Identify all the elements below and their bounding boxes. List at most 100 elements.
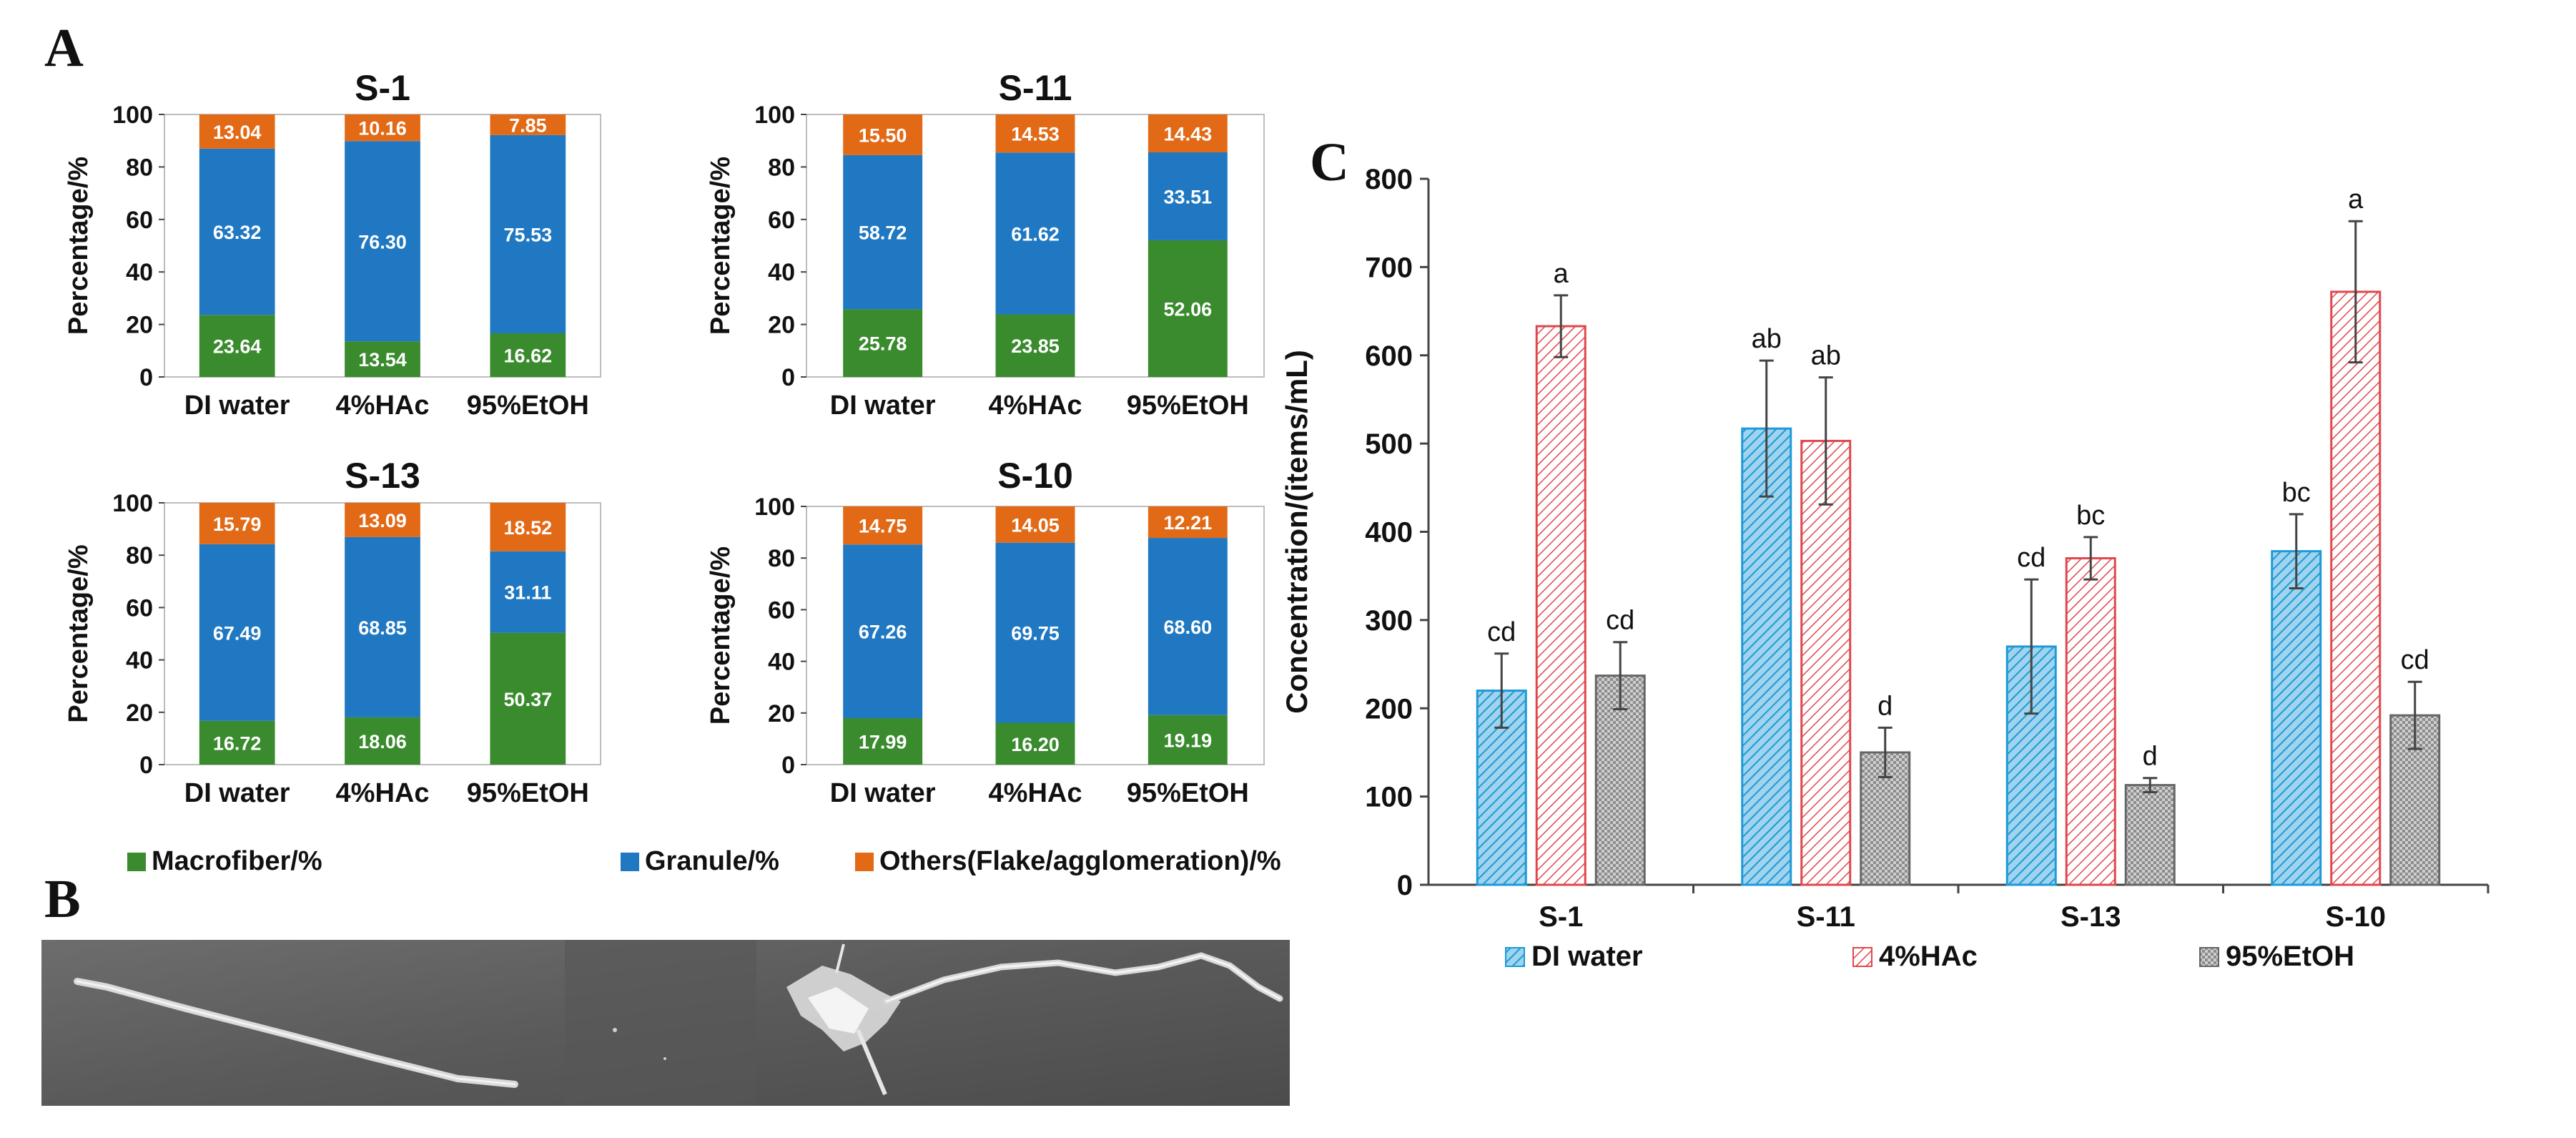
x-tick-label: 95%EtOH <box>467 778 589 808</box>
bar-segment-granule-4-hac <box>995 152 1075 315</box>
x-tick-label: DI water <box>184 391 290 421</box>
data-label: 76.30 <box>358 231 407 252</box>
bar-di-water-s-10 <box>2271 550 2322 886</box>
y-tick-label: 40 <box>126 259 153 286</box>
bar-segment-others-flake-agglomeration-di-water <box>199 503 275 544</box>
legend-swatch-others <box>855 853 874 871</box>
y-tick-label: 80 <box>126 154 153 181</box>
significance-letter: a <box>2348 185 2364 215</box>
bar-segment-macrofiber-4-hac <box>995 314 1075 377</box>
significance-letter: ab <box>1752 324 1782 354</box>
y-tick-label: 200 <box>1365 693 1413 725</box>
data-label: 16.20 <box>1011 734 1060 755</box>
significance-letter: bc <box>2076 501 2105 531</box>
x-tick-label: 4%HAc <box>989 778 1082 808</box>
panel-label-a: A <box>44 18 84 78</box>
y-tick-label: 40 <box>768 649 795 676</box>
y-tick-label: 20 <box>126 700 153 727</box>
y-tick-label: 400 <box>1365 517 1413 549</box>
data-label: 16.62 <box>504 345 553 367</box>
y-axis-label: Percentage/% <box>64 544 94 722</box>
bar-segment-macrofiber-4-hac <box>995 722 1075 765</box>
y-tick-label: 60 <box>768 597 795 624</box>
x-tick-label: DI water <box>830 391 936 421</box>
legend-label-etoh: 95%EtOH <box>2226 941 2354 972</box>
chart-title: S-10 <box>997 456 1073 496</box>
y-tick-label: 100 <box>112 102 153 129</box>
bar-segment-macrofiber-95-etoh <box>1148 240 1228 377</box>
significance-letter: bc <box>2282 478 2311 508</box>
data-label: 16.72 <box>213 732 262 754</box>
x-tick-label: DI water <box>184 778 290 808</box>
data-label: 15.79 <box>213 514 262 535</box>
x-tick-label: 4%HAc <box>336 391 430 421</box>
data-label: 67.26 <box>859 622 907 643</box>
significance-letter: a <box>1554 259 1569 289</box>
legend-swatch-di-water <box>1505 947 1525 967</box>
y-tick-label: 60 <box>768 207 795 234</box>
data-label: 68.60 <box>1164 617 1213 638</box>
bar-4-hac-s-13 <box>2065 557 2116 886</box>
x-tick-label: S-11 <box>1797 901 1855 933</box>
y-tick-label: 80 <box>126 542 153 569</box>
bar-segment-macrofiber-di-water <box>199 315 275 377</box>
bar-segment-others-flake-agglomeration-4-hac <box>345 114 420 142</box>
data-label: 58.72 <box>859 222 907 244</box>
y-tick-label: 0 <box>139 752 153 779</box>
data-label: 50.37 <box>504 689 553 710</box>
bar-segment-others-flake-agglomeration-4-hac <box>345 503 420 537</box>
data-label: 15.50 <box>859 124 907 146</box>
data-label: 18.52 <box>504 517 553 539</box>
y-tick-label: 700 <box>1365 252 1413 283</box>
legend-label-hac: 4%HAc <box>1879 941 1978 972</box>
y-tick-label: 40 <box>768 259 795 286</box>
y-tick-label: 0 <box>139 364 153 391</box>
data-label: 69.75 <box>1011 623 1060 644</box>
sem-micrograph <box>41 940 1290 1106</box>
significance-letter: cd <box>2401 645 2429 675</box>
bar-segment-others-flake-agglomeration-4-hac <box>995 506 1075 543</box>
bar-segment-macrofiber-95-etoh <box>490 333 566 377</box>
data-label: 14.43 <box>1164 123 1213 144</box>
y-tick-label: 80 <box>768 545 795 572</box>
x-tick-label: 95%EtOH <box>1127 778 1249 808</box>
x-tick-label: 4%HAc <box>989 391 1082 421</box>
data-label: 61.62 <box>1011 223 1060 245</box>
legend-a: Macrofiber/% Granule/% Others(Flake/aggl… <box>127 846 1281 876</box>
y-tick-label: 100 <box>1365 782 1413 813</box>
data-label: 25.78 <box>859 333 907 355</box>
bar-segment-granule-95-etoh <box>490 551 566 633</box>
panel-label-c: C <box>1310 132 1349 192</box>
bar-segment-granule-di-water <box>199 544 275 721</box>
legend-label-others: Others(Flake/agglomeration)/% <box>879 846 1281 876</box>
y-tick-label: 0 <box>781 752 795 779</box>
y-tick-label: 0 <box>1397 870 1413 901</box>
data-label: 13.54 <box>358 349 407 371</box>
chart-title: S-13 <box>345 456 420 496</box>
bar-di-water-s-11 <box>1741 427 1792 886</box>
data-label: 7.85 <box>509 114 547 136</box>
y-tick-label: 60 <box>126 594 153 622</box>
data-label: 17.99 <box>859 732 907 753</box>
y-tick-label: 40 <box>126 647 153 675</box>
y-tick-label: 600 <box>1365 340 1413 372</box>
legend-label-macrofiber: Macrofiber/% <box>152 846 322 876</box>
data-label: 68.85 <box>358 617 407 639</box>
data-label: 23.64 <box>213 336 262 358</box>
bar-segment-macrofiber-4-hac <box>345 341 420 377</box>
bar-segment-granule-di-water <box>199 148 275 315</box>
legend-swatch-granule <box>621 853 639 871</box>
significance-letter: cd <box>1606 606 1634 636</box>
bar-segment-others-flake-agglomeration-95-etoh <box>1148 114 1228 152</box>
bar-segment-granule-4-hac <box>345 141 420 342</box>
bar-segment-macrofiber-di-water <box>843 309 923 377</box>
bar-segment-macrofiber-95-etoh <box>1148 715 1228 765</box>
y-tick-label: 500 <box>1365 428 1413 460</box>
chart-title: S-11 <box>999 68 1072 108</box>
data-label: 14.05 <box>1011 514 1060 536</box>
y-axis-label: Percentage/% <box>706 546 736 725</box>
data-label: 23.85 <box>1011 335 1060 357</box>
data-label: 12.21 <box>1164 512 1213 534</box>
legend-swatch-hac <box>1852 947 1872 967</box>
